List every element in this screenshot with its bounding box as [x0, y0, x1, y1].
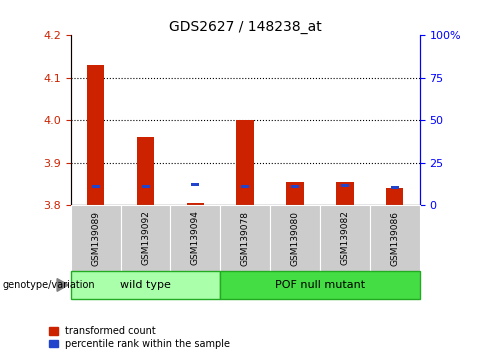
- Bar: [370, 205, 420, 271]
- Bar: [71, 271, 220, 299]
- Text: wild type: wild type: [120, 280, 171, 290]
- Text: POF null mutant: POF null mutant: [275, 280, 365, 290]
- Bar: [341, 184, 349, 187]
- Bar: [320, 205, 370, 271]
- Bar: [291, 185, 299, 188]
- Legend: transformed count, percentile rank within the sample: transformed count, percentile rank withi…: [49, 326, 230, 349]
- Text: GSM139082: GSM139082: [341, 211, 349, 266]
- Bar: [241, 185, 249, 188]
- Bar: [87, 65, 104, 205]
- Text: genotype/variation: genotype/variation: [2, 280, 95, 290]
- Bar: [270, 205, 320, 271]
- Bar: [237, 120, 254, 205]
- Bar: [220, 205, 270, 271]
- Text: GSM139086: GSM139086: [390, 211, 399, 266]
- Bar: [71, 205, 121, 271]
- Text: GSM139092: GSM139092: [141, 211, 150, 266]
- Bar: [391, 186, 399, 189]
- Bar: [92, 185, 100, 188]
- Polygon shape: [57, 279, 68, 291]
- Title: GDS2627 / 148238_at: GDS2627 / 148238_at: [169, 21, 322, 34]
- Bar: [186, 203, 204, 205]
- Bar: [121, 205, 170, 271]
- Bar: [220, 271, 420, 299]
- Bar: [170, 205, 220, 271]
- Text: GSM139094: GSM139094: [191, 211, 200, 266]
- Bar: [336, 182, 354, 205]
- Bar: [386, 188, 404, 205]
- Text: GSM139089: GSM139089: [91, 211, 100, 266]
- Bar: [137, 137, 154, 205]
- Text: GSM139080: GSM139080: [290, 211, 300, 266]
- Bar: [191, 183, 200, 187]
- Bar: [142, 185, 149, 188]
- Bar: [286, 182, 304, 205]
- Text: GSM139078: GSM139078: [241, 211, 250, 266]
